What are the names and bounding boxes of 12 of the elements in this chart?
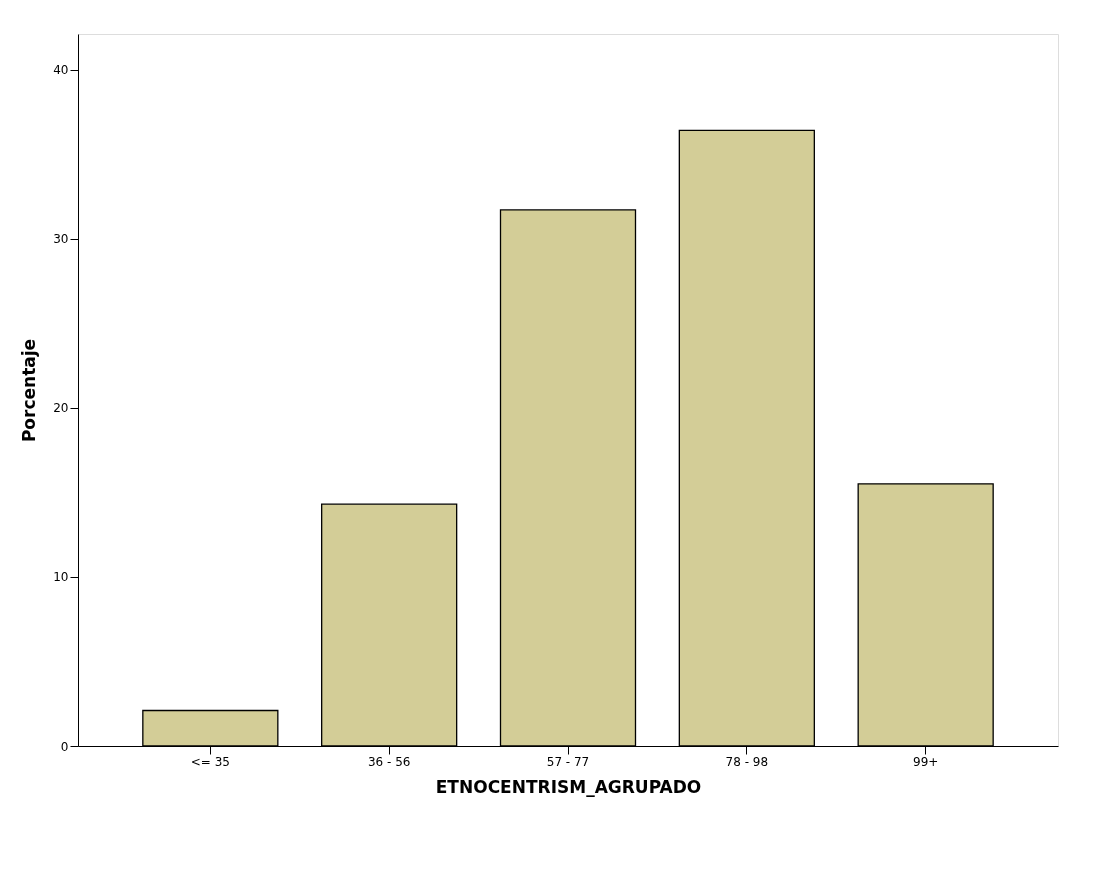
y-tick-label: 20: [53, 401, 69, 416]
y-tick-label: 30: [53, 232, 69, 247]
x-tick-label: 57 - 77: [546, 754, 590, 769]
y-axis-title: Porcentaje: [19, 338, 40, 443]
x-tick-label: 99+: [913, 754, 939, 769]
x-tick-label: <= 35: [190, 754, 230, 769]
y-tick-label: 0: [60, 739, 69, 754]
y-tick-label: 40: [53, 63, 69, 78]
x-axis-title: ETNOCENTRISM_AGRUPADO: [435, 776, 702, 797]
x-tick-label: 78 - 98: [725, 754, 769, 769]
x-tick-label: 36 - 56: [367, 754, 411, 769]
y-tick-label: 10: [53, 570, 69, 585]
